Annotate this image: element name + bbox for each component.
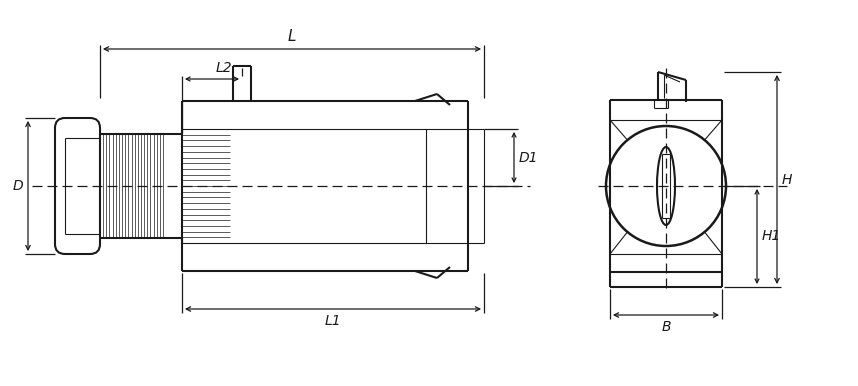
Text: H1: H1 [762, 230, 782, 244]
Text: B: B [662, 320, 671, 334]
Text: D1: D1 [519, 151, 539, 164]
Text: L: L [287, 29, 296, 44]
Text: D: D [12, 179, 23, 193]
Text: L1: L1 [324, 314, 341, 328]
FancyBboxPatch shape [55, 118, 100, 254]
Text: L2: L2 [215, 61, 233, 75]
Text: H: H [782, 173, 793, 186]
